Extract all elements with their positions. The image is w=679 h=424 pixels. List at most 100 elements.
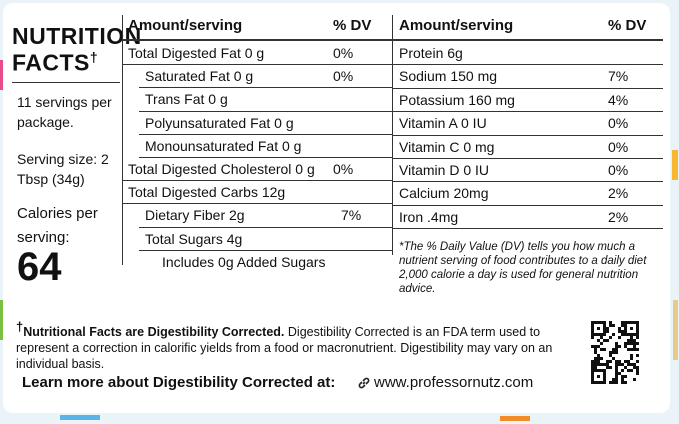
qr-module	[627, 321, 630, 324]
divider	[139, 133, 392, 135]
qr-module	[633, 366, 636, 369]
qr-module	[603, 327, 606, 330]
qr-module	[597, 369, 600, 372]
qr-module	[609, 360, 612, 363]
qr-module	[591, 363, 594, 366]
row-dv: 0%	[608, 115, 629, 132]
qr-module	[591, 345, 594, 348]
qr-module	[630, 363, 633, 366]
qr-module	[615, 342, 618, 345]
qr-module	[591, 327, 594, 330]
row-label: Protein 6g	[399, 45, 463, 61]
qr-module	[603, 339, 606, 342]
qr-module	[612, 348, 615, 351]
divider	[122, 39, 392, 41]
qr-module	[615, 375, 618, 378]
qr-module	[636, 366, 639, 369]
qr-module	[630, 321, 633, 324]
header: Amount/serving	[399, 17, 514, 34]
qr-module	[624, 381, 627, 384]
qr-module	[600, 336, 603, 339]
qr-module	[624, 366, 627, 369]
qr-module	[597, 381, 600, 384]
qr-module	[600, 333, 603, 336]
qr-module	[636, 360, 639, 363]
learn-more: Learn more about Digestibility Corrected…	[22, 374, 336, 391]
qr-module	[624, 330, 627, 333]
divider	[393, 204, 663, 206]
divider	[393, 181, 663, 183]
divider	[392, 15, 393, 255]
divider	[12, 82, 120, 83]
qr-module	[600, 369, 603, 372]
qr-module	[609, 336, 612, 339]
row-label: Monounsaturated Fat 0 g	[145, 137, 302, 154]
qr-module	[621, 378, 624, 381]
calories-label: Calories per serving:	[17, 205, 98, 246]
qr-module	[618, 360, 621, 363]
title: FACTS†	[12, 49, 98, 77]
qr-module	[636, 372, 639, 375]
divider	[393, 158, 663, 159]
qr-module	[630, 339, 633, 342]
qr-module	[600, 321, 603, 324]
qr-module	[633, 363, 636, 366]
qr-code	[591, 321, 639, 384]
qr-module	[618, 345, 621, 348]
qr-module	[618, 327, 621, 330]
qr-module	[618, 372, 621, 375]
qr-module	[630, 336, 633, 339]
qr-module	[609, 381, 612, 384]
qr-module	[633, 345, 636, 348]
qr-module	[591, 333, 594, 336]
qr-module	[627, 339, 630, 342]
qr-module	[600, 348, 603, 351]
row-dv: 0%	[333, 45, 354, 61]
divider	[122, 203, 392, 205]
qr-module	[615, 366, 618, 369]
qr-module	[597, 339, 600, 342]
row-dv: 7%	[608, 68, 629, 85]
qr-module	[624, 375, 627, 378]
qr-module	[603, 372, 606, 375]
url[interactable]: www.professornutz.com	[374, 374, 534, 391]
row-label: Trans Fat 0 g	[145, 91, 228, 108]
row-dv: 7%	[341, 207, 362, 224]
divider	[393, 111, 663, 113]
row-label: Total Digested Cholesterol 0 g	[128, 161, 315, 177]
qr-module	[624, 345, 627, 348]
qr-module	[594, 363, 597, 366]
divider	[393, 87, 663, 89]
qr-module	[636, 333, 639, 336]
qr-module	[591, 330, 594, 333]
qr-module	[621, 363, 624, 366]
qr-module	[600, 363, 603, 366]
qr-module	[636, 348, 639, 351]
qr-module	[606, 327, 609, 330]
row-label: Vitamin A 0 IU	[399, 115, 487, 132]
qr-module	[630, 333, 633, 336]
qr-module	[630, 354, 633, 357]
qr-module	[621, 375, 624, 378]
qr-module	[603, 333, 606, 336]
qr-module	[615, 372, 618, 375]
footnote: *The % Daily Value (DV) tells you how mu…	[399, 241, 647, 295]
qr-module	[621, 369, 624, 372]
qr-module	[597, 321, 600, 324]
qr-module	[636, 321, 639, 324]
divider	[122, 180, 392, 182]
qr-module	[633, 342, 636, 345]
qr-module	[615, 369, 618, 372]
qr-module	[606, 330, 609, 333]
qr-module	[609, 324, 612, 327]
qr-module	[600, 357, 603, 360]
qr-module	[630, 327, 633, 330]
qr-module	[627, 363, 630, 366]
row-label: Dietary Fiber 2g	[145, 207, 245, 224]
sprinkle	[60, 415, 100, 420]
row-label: Potassium 160 mg	[399, 91, 515, 108]
qr-module	[621, 324, 624, 327]
qr-module	[597, 363, 600, 366]
divider	[393, 228, 663, 230]
qr-module	[606, 360, 609, 363]
